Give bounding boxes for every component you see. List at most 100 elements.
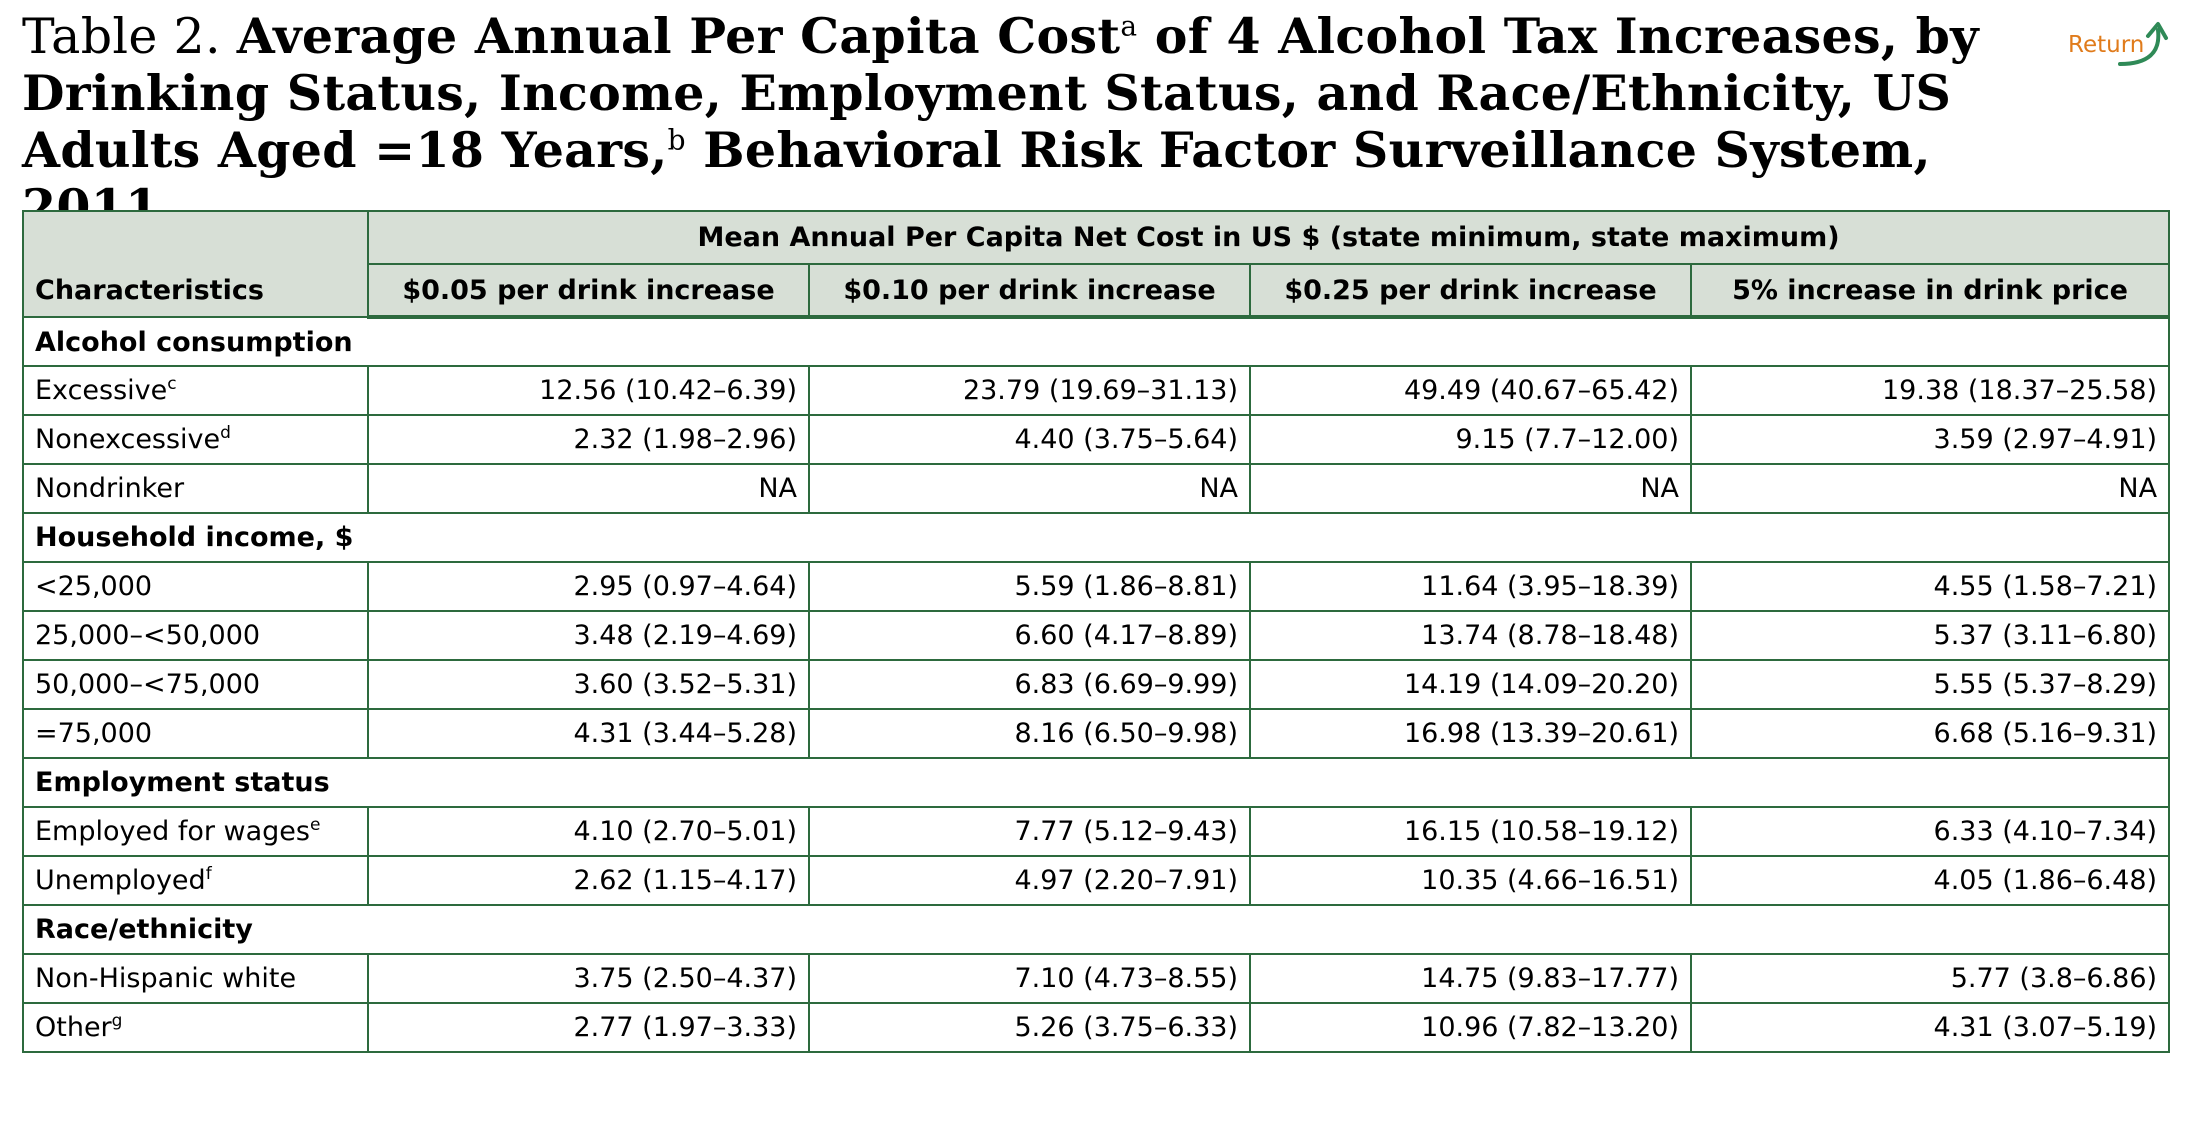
table-row: =75,000 4.31 (3.44–5.28) 8.16 (6.50–9.98) 1…	[22, 708, 2171, 759]
value-cell: 49.49 (40.67–65.42)	[1249, 365, 1692, 416]
row-label-cell: Employed for wagese	[22, 806, 369, 857]
row-label-cell: Non-Hispanic white	[22, 953, 369, 1004]
row-label-cell: Nonexcessived	[22, 414, 369, 465]
row-label: Employed for wages	[35, 816, 310, 847]
value-cell: 4.10 (2.70–5.01)	[367, 806, 810, 857]
value-cell: 13.74 (8.78–18.48)	[1249, 610, 1692, 661]
table-row: <25,000 2.95 (0.97–4.64) 5.59 (1.86–8.81) 1…	[22, 561, 2171, 612]
value-cell: 19.38 (18.37–25.58)	[1689, 365, 2171, 416]
header-row-columns: $0.05 per drink increase $0.10 per drink…	[23, 263, 2171, 319]
value-cell: 4.31 (3.07–5.19)	[1689, 1002, 2171, 1053]
table-title-label: Table 2.	[22, 8, 221, 65]
value-cell: 6.60 (4.17–8.89)	[808, 610, 1251, 661]
section-title: Alcohol consumption	[21, 316, 2171, 367]
row-label-cell: Otherg	[22, 1002, 369, 1053]
value-cell: 10.35 (4.66–16.51)	[1249, 855, 1692, 906]
table-row: Unemployedf 2.62 (1.15–4.17) 4.97 (2.20–7.…	[22, 855, 2171, 906]
return-button[interactable]: Return	[2062, 20, 2172, 70]
value-cell: 16.98 (13.39–20.61)	[1249, 708, 1692, 759]
value-cell: 7.10 (4.73–8.55)	[808, 953, 1251, 1004]
row-label: Unemployed	[35, 865, 206, 896]
value-cell: 5.26 (3.75–6.33)	[808, 1002, 1251, 1053]
row-label: <25,000	[35, 571, 153, 602]
footnote-marker: f	[205, 864, 212, 884]
table-title: Table 2. Average Annual Per Capita Costa…	[22, 8, 2022, 236]
table-row: 50,000–<75,000 3.60 (3.52–5.31) 6.83 (6.69…	[22, 659, 2171, 710]
value-cell: 9.15 (7.7–12.00)	[1249, 414, 1692, 465]
title-text-part-2: of 4 Alcohol Tax Increases, by Drinking …	[22, 7, 1979, 179]
value-cell: 4.31 (3.44–5.28)	[367, 708, 810, 759]
value-cell: 2.95 (0.97–4.64)	[367, 561, 810, 612]
section-title: Household income, $	[21, 512, 2171, 563]
table-row: Non-Hispanic white 3.75 (2.50–4.37) 7.10 (…	[22, 953, 2171, 1004]
row-label-cell: =75,000	[22, 708, 369, 759]
value-cell: 5.77 (3.8–6.86)	[1689, 953, 2171, 1004]
value-cell: 3.59 (2.97–4.91)	[1689, 414, 2171, 465]
table-title-text: Average Annual Per Capita Costa of 4 Alc…	[22, 7, 1979, 236]
value-cell: 14.75 (9.83–17.77)	[1249, 953, 1692, 1004]
footnote-marker: e	[309, 815, 321, 835]
title-footnote-a: a	[1120, 9, 1138, 43]
row-label-cell: Unemployedf	[22, 855, 369, 906]
section-title: Employment status	[21, 757, 2171, 808]
table-row: Otherg 2.77 (1.97–3.33) 5.26 (3.75–6.33) 10…	[22, 1002, 2171, 1053]
row-label: Excessive	[35, 375, 168, 406]
value-cell: 2.62 (1.15–4.17)	[367, 855, 810, 906]
value-cell: 4.55 (1.58–7.21)	[1689, 561, 2171, 612]
return-button-label: Return	[2068, 32, 2145, 58]
row-label-cell: Excessivec	[22, 365, 369, 416]
row-label: Other	[35, 1012, 112, 1043]
table-body: Alcohol consumption Excessivec 12.56 (10.4…	[21, 316, 2171, 1053]
return-arrow-icon	[2118, 22, 2168, 66]
column-header: $0.05 per drink increase	[367, 263, 810, 319]
row-label-cell: 50,000–<75,000	[22, 659, 369, 710]
value-cell: 6.68 (5.16–9.31)	[1689, 708, 2171, 759]
value-cell: 6.33 (4.10–7.34)	[1689, 806, 2171, 857]
title-footnote-b: b	[667, 123, 686, 157]
footnote-marker: g	[111, 1011, 123, 1031]
value-cell: 3.48 (2.19–4.69)	[367, 610, 810, 661]
value-cell: 10.96 (7.82–13.20)	[1249, 1002, 1692, 1053]
section-title: Race/ethnicity	[21, 904, 2171, 955]
row-label: =75,000	[35, 718, 153, 749]
value-cell: NA	[1689, 463, 2171, 514]
row-label-cell: Nondrinker	[22, 463, 369, 514]
value-cell: 2.77 (1.97–3.33)	[367, 1002, 810, 1053]
value-cell: 12.56 (10.42–6.39)	[367, 365, 810, 416]
value-cell: 5.37 (3.11–6.80)	[1689, 610, 2171, 661]
section-row: Household income, $	[21, 512, 2171, 563]
value-cell: 3.60 (3.52–5.31)	[367, 659, 810, 710]
value-cell: 5.55 (5.37–8.29)	[1689, 659, 2171, 710]
footnote-marker: c	[167, 374, 177, 394]
value-cell: 23.79 (19.69–31.13)	[808, 365, 1251, 416]
value-cell: 11.64 (3.95–18.39)	[1249, 561, 1692, 612]
column-header: 5% increase in drink price	[1689, 263, 2171, 319]
table-row: 25,000–<50,000 3.48 (2.19–4.69) 6.60 (4.17…	[22, 610, 2171, 661]
value-cell: 4.05 (1.86–6.48)	[1689, 855, 2171, 906]
footnote-marker: d	[220, 423, 231, 443]
value-cell: 4.40 (3.75–5.64)	[808, 414, 1251, 465]
section-row: Race/ethnicity	[21, 904, 2171, 955]
characteristics-header: Characteristics	[22, 210, 369, 318]
value-cell: 3.75 (2.50–4.37)	[367, 953, 810, 1004]
value-cell: 5.59 (1.86–8.81)	[808, 561, 1251, 612]
section-row: Employment status	[21, 757, 2171, 808]
value-cell: 8.16 (6.50–9.98)	[808, 708, 1251, 759]
column-header: $0.10 per drink increase	[808, 263, 1251, 319]
value-cell: 4.97 (2.20–7.91)	[808, 855, 1251, 906]
mean-cost-group-header: Mean Annual Per Capita Net Cost in US $ …	[366, 210, 2171, 265]
table-row: Nondrinker NA NA NA NA	[22, 463, 2171, 514]
value-cell: NA	[1249, 463, 1692, 514]
data-table: Characteristics Mean Annual Per Capita N…	[21, 210, 2171, 1053]
table-row: Employed for wagese 4.10 (2.70–5.01) 7.77 …	[22, 806, 2171, 857]
value-cell: 14.19 (14.09–20.20)	[1249, 659, 1692, 710]
value-cell: 2.32 (1.98–2.96)	[367, 414, 810, 465]
value-cell: 16.15 (10.58–19.12)	[1249, 806, 1692, 857]
row-label: Nonexcessive	[35, 424, 221, 455]
value-cell: NA	[808, 463, 1251, 514]
title-text-part-1: Average Annual Per Capita Cost	[236, 7, 1121, 65]
table-row: Excessivec 12.56 (10.42–6.39) 23.79 (19.69…	[22, 365, 2171, 416]
column-header: $0.25 per drink increase	[1249, 263, 1692, 319]
row-label-cell: 25,000–<50,000	[22, 610, 369, 661]
